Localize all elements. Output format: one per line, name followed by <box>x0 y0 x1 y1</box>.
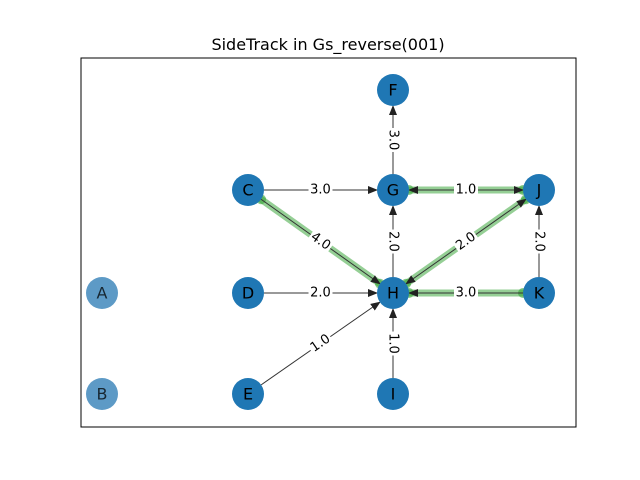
node-j-label: J <box>536 181 542 200</box>
node-g-label: G <box>387 181 399 200</box>
node-h <box>377 277 409 309</box>
node-j <box>523 174 555 206</box>
edge-g-f-label-bg <box>385 128 401 152</box>
edge-k-j-label-bg <box>531 229 547 254</box>
node-c <box>232 174 264 206</box>
node-f <box>377 74 409 106</box>
edge-label-layer: 3.03.0 1.04.0 2.0 2.0 2.02.0 3.01.0 1.0 <box>306 128 547 357</box>
node-a-label: A <box>97 284 108 303</box>
edge-e-h-label-bg <box>306 330 335 357</box>
edge-d-h-label-bg <box>308 285 333 301</box>
node-a <box>86 277 118 309</box>
node-d <box>232 277 264 309</box>
node-e-label: E <box>243 385 253 404</box>
node-d-label: D <box>242 284 254 303</box>
edge-k-j-weight-label: 2.0 <box>532 231 547 252</box>
edge-h-g-weight-label: 2.0 <box>386 231 401 252</box>
node-e <box>232 378 264 410</box>
node-f-label: F <box>388 81 397 100</box>
node-layer: A B C D E F G H I J K <box>86 74 555 410</box>
edge-g-j-weight-label: 1.0 <box>456 183 477 198</box>
node-k-label: K <box>534 284 545 303</box>
edge-g-j-label-bg <box>454 182 478 198</box>
node-i <box>377 378 409 410</box>
edge-i-h-weight-label: 1.0 <box>386 333 401 354</box>
edge-k-h-weight-label: 3.0 <box>456 286 477 301</box>
node-h-label: H <box>387 284 399 303</box>
node-k <box>523 277 555 309</box>
edge-e-h-weight-label: 1.0 <box>308 331 334 355</box>
chart-title: SideTrack in Gs_reverse(001) <box>211 35 444 55</box>
node-g <box>377 174 409 206</box>
node-c-label: C <box>242 181 253 200</box>
edge-c-g-label-bg <box>308 182 333 198</box>
edge-c-g-weight-label: 3.0 <box>310 183 331 198</box>
edge-h-g-label-bg <box>385 229 401 254</box>
node-i-label: I <box>391 385 396 404</box>
edge-i-h-label-bg <box>385 331 401 356</box>
edge-c-h-label-bg <box>306 228 335 255</box>
edge-d-h-weight-label: 2.0 <box>310 286 331 301</box>
edge-k-h-label-bg <box>454 285 478 301</box>
node-b-label: B <box>97 385 108 404</box>
edge-g-f-weight-label: 3.0 <box>386 130 401 151</box>
plot-frame <box>80 57 577 428</box>
edge-h-j-label-bg <box>451 228 481 255</box>
node-b <box>86 378 118 410</box>
